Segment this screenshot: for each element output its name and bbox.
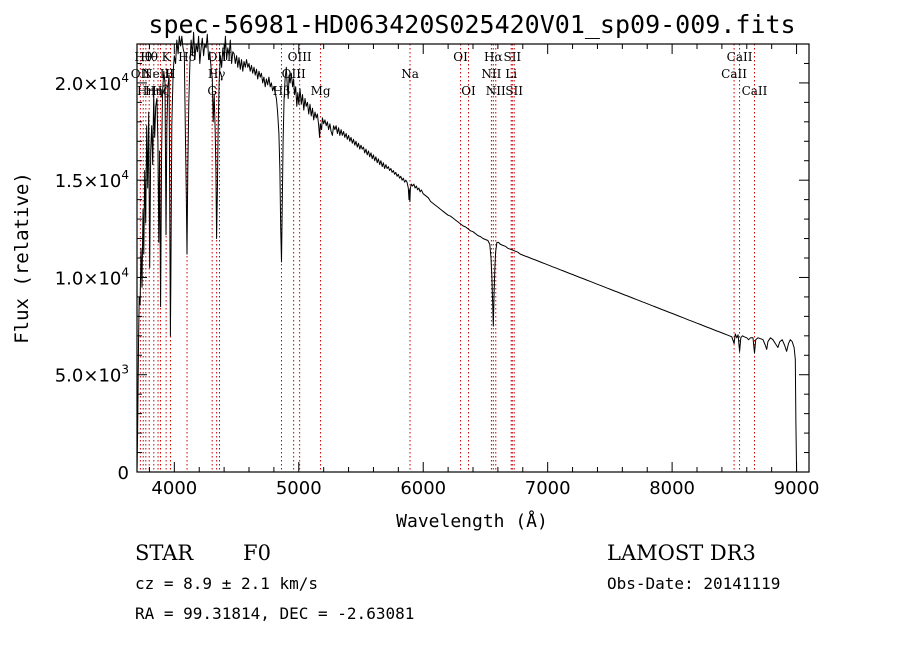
y-tick-label-0: 0 [118, 463, 129, 484]
line-marker-label-2: Hη [137, 84, 155, 98]
line-marker-label-15: OIII [288, 50, 312, 64]
chart-title: spec-56981-HD063420S025420V01_sp09-009.f… [148, 10, 795, 39]
line-marker-label-16: Mg [311, 84, 331, 98]
line-marker-label-26: CaII [721, 67, 747, 81]
y-tick-label-2: 1.0×104 [55, 265, 129, 289]
survey-name: LAMOST DR3 [607, 541, 756, 565]
line-marker-label-20: NII [481, 67, 501, 81]
line-marker-label-3: Hθ [140, 50, 158, 64]
line-marker-label-12: OIII [207, 50, 231, 64]
line-marker-label-27: CaII [727, 50, 753, 64]
line-marker-label-13: Hβ [273, 84, 290, 98]
y-axis-label: Flux (relative) [11, 172, 33, 344]
x-axis-label: Wavelength (Å) [396, 510, 548, 532]
line-marker-label-0: OII [131, 67, 151, 81]
line-marker-label-10: G [207, 84, 217, 98]
series-flux [136, 31, 798, 473]
plot-frame [136, 43, 810, 473]
line-marker-label-1: Hθ [134, 50, 152, 64]
sky-coordinates: RA = 99.31814, DEC = -2.63081 [135, 604, 414, 623]
x-tick-label-2: 6000 [400, 478, 446, 499]
line-marker-label-18: OI [453, 50, 468, 64]
line-marker-label-28: CaII [742, 84, 768, 98]
line-marker-label-6: Hζ [152, 84, 169, 98]
x-tick-label-1: 5000 [276, 478, 322, 499]
line-marker-label-4: Hη [145, 84, 163, 98]
line-marker-label-9: Hδ [178, 50, 196, 64]
series-layer [136, 31, 798, 473]
object-class: STAR [135, 541, 194, 565]
line-marker-label-23: Li [505, 67, 517, 81]
line-marker-label-24: SII [503, 50, 521, 64]
line-marker-label-11: Hγ [208, 67, 226, 81]
observation-date: Obs-Date: 20141119 [607, 574, 780, 593]
line-marker-label-17: Na [401, 67, 419, 81]
line-marker-label-7: K [162, 50, 172, 64]
redshift-velocity: cz = 8.9 ± 2.1 km/s [135, 574, 318, 593]
x-tick-label-5: 9000 [774, 478, 820, 499]
line-marker-layer [139, 44, 755, 472]
axis-ticks: 4000 5000 6000 7000 8000 9000 0 5.0×103 1.0×104 1… [55, 44, 820, 499]
y-tick-label-3: 1.5×104 [55, 168, 129, 192]
y-tick-label-4: 2.0×104 [55, 71, 129, 95]
line-marker-label-19: OI [461, 84, 476, 98]
x-tick-label-0: 4000 [151, 478, 197, 499]
line-marker-label-22: NII [486, 84, 506, 98]
x-tick-label-4: 8000 [649, 478, 695, 499]
line-marker-label-25: SII [505, 84, 523, 98]
line-marker-label-21: Hα [484, 50, 503, 64]
object-subclass: F0 [243, 541, 271, 565]
line-marker-label-8: H [165, 67, 175, 81]
line-marker-label-14: OIII [282, 67, 306, 81]
y-tick-label-1: 5.0×103 [55, 363, 129, 387]
line-marker-label-5: NeIII [142, 67, 174, 81]
x-tick-label-3: 7000 [525, 478, 571, 499]
